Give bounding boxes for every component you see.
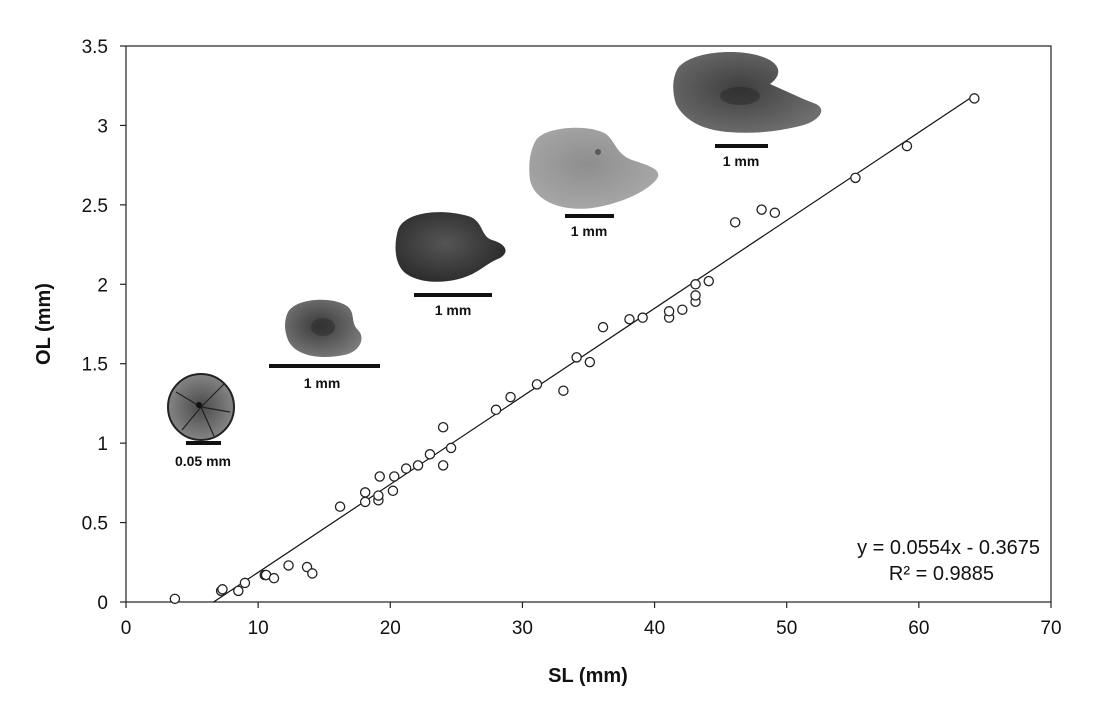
data-point: [729, 217, 741, 228]
otolith-image-5: [673, 52, 822, 133]
x-tick-label: 30: [512, 618, 533, 639]
data-point: [437, 460, 449, 471]
y-tick-label: 3.5: [82, 37, 108, 58]
data-point: [637, 312, 648, 323]
otolith-image-4: [529, 127, 659, 209]
data-point: [169, 593, 181, 605]
svg-text:0.05 mm: 0.05 mm: [175, 453, 231, 469]
data-point: [239, 577, 251, 589]
data-point: [624, 313, 635, 325]
data-point: [703, 275, 715, 287]
y-tick-label: 0: [97, 593, 108, 614]
data-point: [597, 321, 609, 333]
y-tick-label: 2.5: [82, 196, 108, 217]
data-point: [233, 585, 244, 597]
data-point: [531, 379, 543, 390]
x-tick-label: 10: [248, 618, 269, 639]
data-point: [283, 560, 294, 571]
x-axis-title: SL (mm): [548, 665, 628, 687]
svg-text:1 mm: 1 mm: [571, 223, 608, 239]
data-point: [307, 568, 318, 579]
plot-area: [125, 45, 1052, 603]
data-point: [850, 172, 861, 184]
data-point: [558, 385, 569, 396]
y-tick-label: 1.5: [82, 355, 108, 376]
otolith-image-1: [167, 373, 235, 441]
y-axis-title: OL (mm): [33, 283, 55, 365]
data-point: [387, 485, 399, 497]
scale-bar-5: 1 mm: [715, 144, 768, 169]
svg-text:1 mm: 1 mm: [304, 375, 341, 391]
data-point: [412, 460, 424, 471]
data-point: [505, 391, 516, 403]
x-tick-label: 60: [908, 618, 929, 639]
otolith-image-3: [395, 212, 506, 282]
data-point: [677, 304, 688, 315]
y-tick-label: 0.5: [82, 514, 108, 535]
y-tick-label: 2: [97, 275, 108, 296]
data-point: [769, 207, 781, 219]
x-tick-label: 50: [776, 618, 797, 639]
data-point: [663, 306, 675, 317]
data-point: [373, 490, 384, 501]
data-point: [400, 463, 412, 474]
data-point: [359, 487, 371, 498]
y-tick-label: 3: [97, 116, 108, 137]
svg-text:1 mm: 1 mm: [723, 153, 760, 169]
data-point: [901, 140, 913, 152]
data-point: [584, 356, 596, 368]
data-point: [690, 290, 701, 301]
r-squared-label: R² = 0.9885: [889, 563, 994, 585]
data-point: [424, 449, 436, 460]
trendline: [212, 94, 975, 603]
data-point: [359, 496, 371, 508]
scale-bar-4: 1 mm: [565, 214, 614, 239]
x-tick-label: 20: [380, 618, 401, 639]
plot-border: [125, 45, 1052, 603]
data-point: [217, 584, 228, 595]
otolith-image-2: [285, 299, 362, 358]
data-point: [437, 422, 449, 433]
data-point: [268, 572, 280, 584]
data-point: [571, 352, 582, 363]
scale-bar-2: 1 mm: [269, 364, 380, 391]
regression-equation: y = 0.0554x - 0.3675: [857, 537, 1040, 559]
x-tick-label: 70: [1040, 618, 1061, 639]
scale-bar-3: 1 mm: [414, 293, 492, 318]
data-point: [490, 404, 502, 416]
data-point: [388, 471, 400, 482]
data-points: [169, 93, 980, 605]
x-tick-label: 0: [121, 618, 132, 639]
x-axis: 0 10 20 30 40 50 60 70: [121, 602, 1062, 639]
data-point: [374, 471, 385, 482]
data-point: [969, 93, 980, 104]
svg-text:1 mm: 1 mm: [435, 302, 472, 318]
data-point: [756, 204, 767, 215]
data-point: [445, 442, 457, 454]
data-point: [334, 501, 346, 512]
y-tick-label: 1: [97, 434, 108, 455]
data-point: [690, 279, 701, 290]
scale-bar-1: 0.05 mm: [175, 441, 231, 469]
x-tick-label: 40: [644, 618, 665, 639]
y-axis: 0 0.5 1 1.5 2 2.5 3 3.5: [82, 37, 126, 614]
